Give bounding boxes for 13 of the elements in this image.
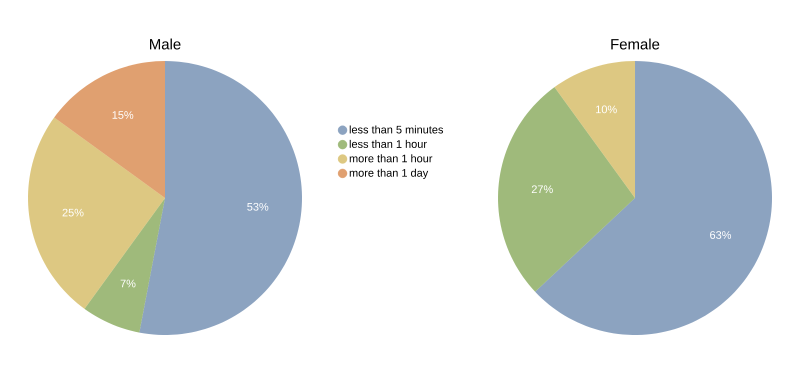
legend-label: more than 1 hour <box>350 154 432 162</box>
data-label: 53% <box>247 202 268 211</box>
data-label: 15% <box>112 111 134 119</box>
data-label: 7% <box>120 280 136 288</box>
data-label: 27% <box>532 185 553 194</box>
legend-label: less than 1 hour <box>350 140 427 148</box>
data-label: 25% <box>62 208 84 216</box>
chart-title: Male <box>150 38 181 50</box>
legend-label: more than 1 day <box>350 168 428 179</box>
data-label: 63% <box>710 231 732 239</box>
data-label: 10% <box>596 106 617 114</box>
chart-title: Female <box>611 38 660 50</box>
legend-label: less than 5 minutes <box>350 125 444 134</box>
